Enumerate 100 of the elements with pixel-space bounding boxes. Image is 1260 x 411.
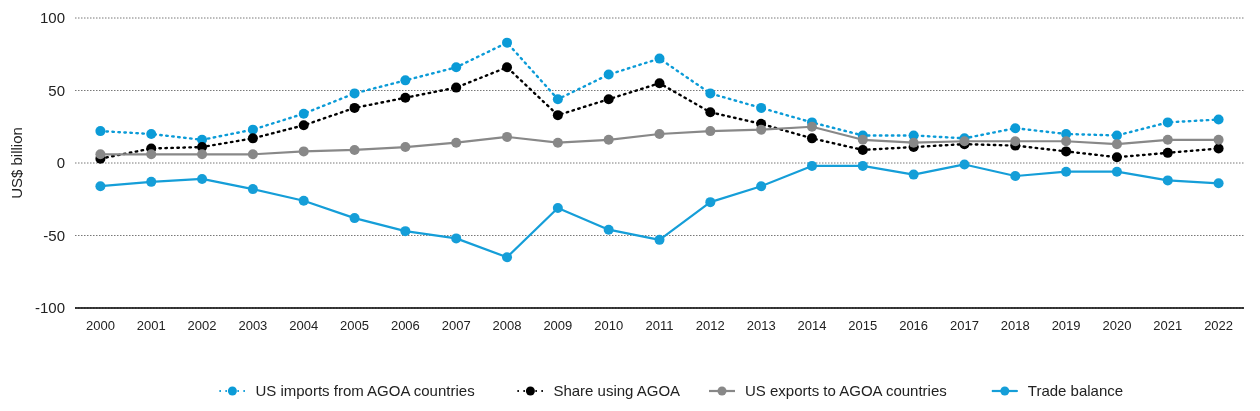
x-tick-label: 2015 (848, 318, 878, 333)
point (552, 202, 563, 213)
point (146, 149, 157, 160)
x-tick-label: 2019 (1051, 318, 1081, 333)
point (603, 94, 614, 105)
point (95, 181, 106, 192)
point (95, 126, 106, 137)
point (247, 133, 258, 144)
point (603, 69, 614, 80)
x-tick-label: 2007 (441, 318, 471, 333)
y-tick-label: 50 (48, 81, 65, 99)
point (1162, 147, 1173, 158)
point (705, 197, 716, 208)
y-tick-label: 0 (56, 154, 65, 171)
point (349, 88, 360, 99)
legend-label: Trade balance (1027, 382, 1124, 399)
point (247, 149, 258, 160)
point (146, 129, 157, 139)
x-tick-label: 2021 (1153, 318, 1183, 333)
point (349, 213, 360, 224)
y-tick-label: -100 (34, 299, 65, 316)
point (1111, 166, 1122, 177)
point (959, 159, 970, 170)
point (349, 102, 360, 113)
point (654, 78, 665, 89)
x-tick-label: 2002 (187, 318, 217, 333)
y-axis-title: US$ billion (8, 127, 25, 199)
point (451, 62, 462, 73)
point (1213, 178, 1224, 189)
x-tick-label: 2017 (950, 318, 979, 333)
point (1162, 117, 1173, 128)
point (857, 144, 868, 155)
x-tick-label: 2001 (136, 318, 166, 333)
point (1162, 175, 1173, 186)
point (502, 252, 513, 263)
point (806, 160, 817, 171)
point (1111, 152, 1122, 163)
point (806, 121, 817, 132)
x-tick-label: 2009 (543, 318, 573, 333)
point (451, 82, 462, 93)
legend-label: US exports to AGOA countries (745, 382, 947, 399)
point (857, 160, 868, 171)
x-tick-label: 2016 (899, 318, 929, 333)
point (1162, 134, 1173, 145)
point (1061, 146, 1072, 157)
x-tick-label: 2020 (1102, 318, 1132, 333)
point (756, 102, 767, 113)
point (400, 75, 411, 86)
point (298, 146, 309, 157)
point (552, 110, 563, 121)
point (349, 144, 360, 155)
x-tick-label: 2004 (289, 318, 319, 333)
point (502, 131, 513, 142)
x-tick-label: 2022 (1204, 318, 1234, 333)
y-tick-label: -50 (43, 226, 65, 244)
point (603, 134, 614, 145)
point (247, 184, 258, 195)
point (451, 137, 462, 148)
point (502, 62, 513, 73)
point (756, 124, 767, 135)
point (451, 233, 462, 244)
point (502, 37, 513, 48)
point (1061, 136, 1072, 147)
point (705, 107, 716, 118)
point (654, 234, 665, 245)
point (552, 94, 563, 105)
point (1010, 123, 1021, 134)
point (1010, 171, 1021, 182)
legend-label: Share using AGOA (553, 382, 681, 399)
point (908, 137, 919, 148)
point (298, 195, 309, 206)
point (1111, 130, 1122, 141)
point (705, 126, 716, 137)
x-tick-label: 2006 (390, 318, 420, 333)
point (705, 88, 716, 99)
point (1213, 134, 1224, 145)
point (146, 176, 157, 187)
point (654, 129, 665, 139)
point (298, 108, 309, 119)
x-tick-label: 2005 (340, 318, 369, 333)
x-tick-label: 2003 (238, 318, 268, 333)
point (400, 226, 411, 237)
point (197, 173, 208, 184)
x-tick-label: 2000 (85, 318, 115, 333)
point (400, 92, 411, 103)
point (552, 137, 563, 148)
point (247, 124, 258, 135)
legend-label: US imports from AGOA countries (255, 382, 475, 399)
x-tick-label: 2013 (746, 318, 776, 333)
point (1061, 166, 1072, 177)
x-tick-label: 2011 (645, 318, 674, 333)
point (1010, 136, 1021, 147)
point (908, 169, 919, 180)
y-tick-label: 100 (39, 9, 65, 26)
x-tick-label: 2010 (594, 318, 624, 333)
x-tick-label: 2012 (695, 318, 725, 333)
x-tick-label: 2014 (797, 318, 827, 333)
point (1111, 139, 1122, 150)
point (298, 120, 309, 131)
point (806, 133, 817, 144)
